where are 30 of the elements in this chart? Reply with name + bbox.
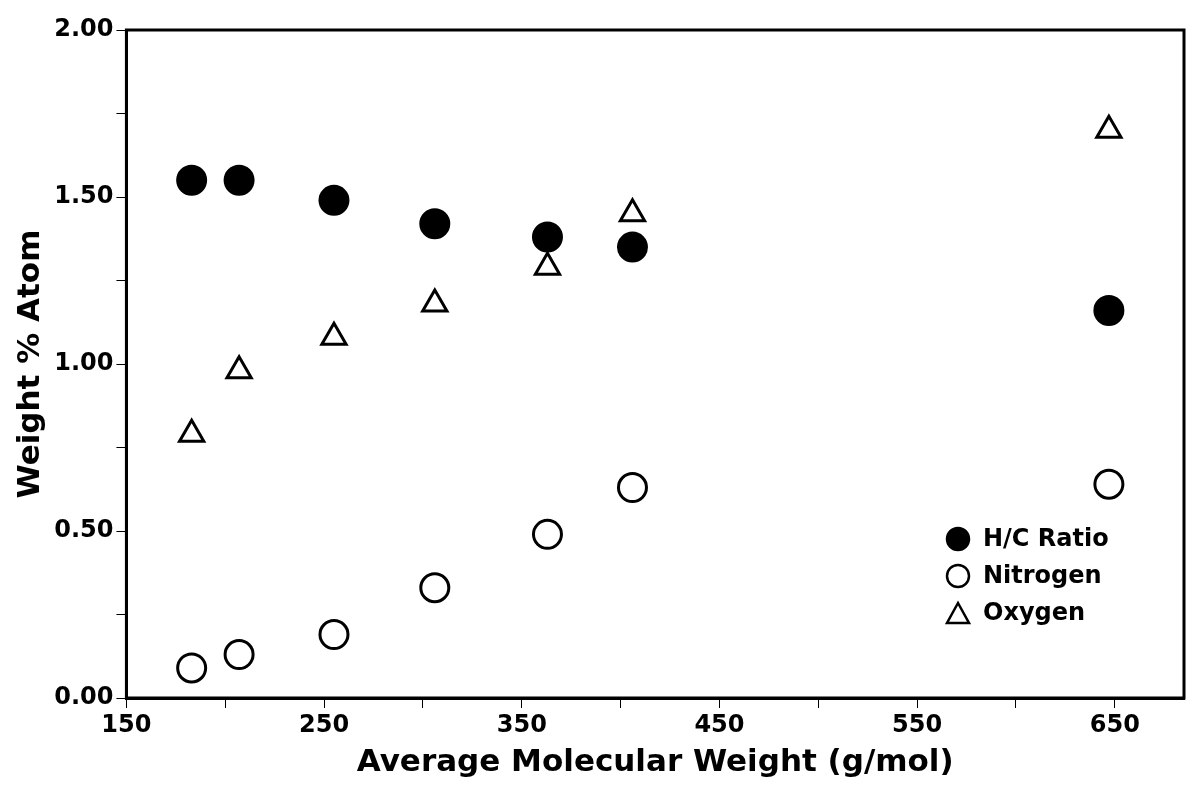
- point: [419, 572, 451, 604]
- y-tick-label: 1.00: [54, 348, 114, 377]
- x-tick-label: 150: [101, 709, 152, 738]
- x-axis-title: Average Molecular Weight (g/mol): [356, 742, 954, 779]
- point: [176, 164, 208, 196]
- y-tick-label: 0.00: [54, 682, 114, 711]
- legend-label: H/C Ratio: [983, 523, 1109, 554]
- y-tick-label: 1.50: [54, 181, 114, 210]
- point: [616, 231, 648, 263]
- point: [223, 639, 255, 671]
- x-tick-label: 450: [694, 709, 745, 738]
- point: [531, 221, 563, 253]
- y-axis-title: Weight % Atom: [9, 229, 46, 499]
- point: [176, 652, 208, 684]
- point: [223, 164, 255, 196]
- x-tick-label: 550: [892, 709, 943, 738]
- point: [616, 472, 648, 504]
- point: [318, 184, 350, 216]
- point: [318, 619, 350, 651]
- x-tick-label: 350: [496, 709, 547, 738]
- point: [1093, 295, 1125, 327]
- legend-label: Nitrogen: [983, 560, 1102, 591]
- legend-label: Oxygen: [983, 597, 1086, 628]
- point: [419, 208, 451, 240]
- x-tick-label: 650: [1089, 709, 1140, 738]
- x-tick-label: 250: [299, 709, 350, 738]
- point: [1093, 468, 1125, 500]
- y-tick-label: 2.00: [54, 14, 114, 43]
- y-tick-label: 0.50: [54, 515, 114, 544]
- point: [531, 518, 563, 550]
